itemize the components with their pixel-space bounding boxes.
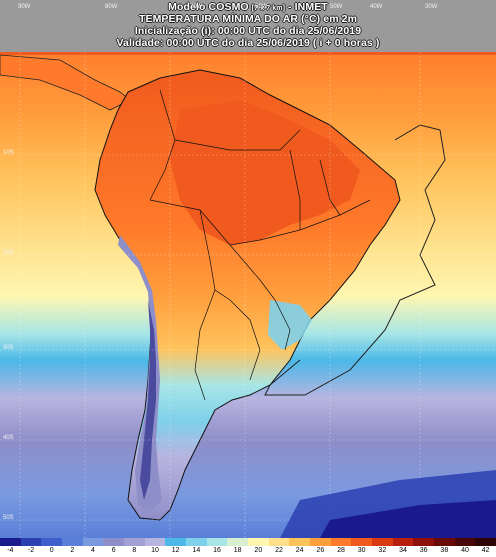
grid-label-lon: 70W <box>190 4 203 10</box>
lat-lon-grid <box>0 52 496 538</box>
grid-label-lon: 60W <box>255 4 268 10</box>
colorbar-tick-label: -4 <box>7 547 14 554</box>
colorbar-tick-label: 38 <box>440 547 449 554</box>
colorbar-swatch <box>103 538 125 546</box>
colorbar-swatch <box>310 538 332 546</box>
colorbar-tick-label: 30 <box>357 547 366 554</box>
colorbar-swatch <box>165 538 187 546</box>
colorbar-tick-label: 36 <box>419 547 428 554</box>
colorbar-swatch <box>248 538 270 546</box>
valid-time: Validade: 00:00 UTC do dia 25/06/2019 ( … <box>116 37 380 49</box>
colorbar-swatch <box>268 538 290 546</box>
temperature-colorbar: -4 -2 0 2 4 6 8 10 12 14 16 18 20 22 24 26 28 30 32 34 36 38 4… <box>0 538 496 557</box>
colorbar-swatch <box>454 538 476 546</box>
colorbar-tick-label: 28 <box>337 547 345 554</box>
grid-label-lat: 20S <box>3 250 14 256</box>
colorbar-tick-label: 8 <box>132 547 137 554</box>
colorbar-tick-label: 18 <box>233 547 242 554</box>
colorbar-swatch <box>351 538 373 546</box>
colorbar-swatch <box>144 538 166 546</box>
colorbar-tick-label: 24 <box>295 547 304 554</box>
grid-label-lon: 80W <box>105 4 118 10</box>
colorbar-swatch <box>0 538 22 546</box>
variable-title: TEMPERATURA MÍNIMA DO AR (°C) em 2m <box>138 13 358 25</box>
outside-domain-band <box>0 0 496 52</box>
colorbar-swatch <box>392 538 414 546</box>
political-borders <box>149 89 371 401</box>
colorbar-swatch <box>206 538 228 546</box>
colorbar-swatch <box>20 538 42 546</box>
colorbar-tick-label: 26 <box>316 547 325 554</box>
colorbar-tick-label: 20 <box>254 547 263 554</box>
colorbar-tick-label: 2 <box>70 547 75 554</box>
colorbar-tick-label: 6 <box>111 547 116 554</box>
colorbar-tick-label: 0 <box>49 547 54 554</box>
colorbar-tick-label: 16 <box>213 547 221 554</box>
grid-label-lat: 10S <box>3 150 14 156</box>
colorbar-tick-label: 40 <box>461 547 469 554</box>
model-title: Modelo COSMO [7 x 7 km] - INMET <box>168 1 328 13</box>
colorbar-tick-label: 14 <box>192 547 201 554</box>
grid-label-lat: 40S <box>3 435 14 441</box>
colorbar-swatch <box>186 538 208 546</box>
colorbar-tick-label: -2 <box>27 547 35 554</box>
colorbar-swatch <box>41 538 63 546</box>
colorbar-swatch <box>62 538 84 546</box>
colorbar-swatch <box>82 538 104 546</box>
colorbar-tick-label: 12 <box>171 547 180 554</box>
colorbar-tick-label: 4 <box>91 547 95 554</box>
grid-label-lon: 90W <box>18 4 31 10</box>
colorbar-swatch <box>227 538 249 546</box>
maritime-boundary <box>264 124 446 396</box>
init-time: Inicialização (i): 00:00 UTC do dia 25/0… <box>134 25 362 37</box>
grid-label-lat: 50S <box>3 515 14 521</box>
colorbar-tick-label: 42 <box>481 547 490 554</box>
colorbar-swatch <box>124 538 146 546</box>
grid-label-lon: 30W <box>425 4 438 10</box>
colorbar-swatch <box>330 538 352 546</box>
colorbar-swatch <box>289 538 311 546</box>
temperature-map <box>0 0 496 538</box>
colorbar-swatch <box>372 538 394 546</box>
colorbar-tick-label: 22 <box>275 547 283 554</box>
warm-interior <box>170 100 360 245</box>
colorbar-tick-label: 10 <box>151 547 159 554</box>
grid-label-lon: 50W <box>330 4 343 10</box>
colorbar-swatch <box>434 538 456 546</box>
grid-label-lat: 30S <box>3 345 14 351</box>
colorbar-tick-label: 32 <box>378 547 387 554</box>
colorbar-tick-label: 34 <box>399 547 407 554</box>
colorbar-swatch <box>475 538 496 546</box>
grid-label-lon: 40W <box>370 4 383 10</box>
colorbar-swatch <box>413 538 435 546</box>
